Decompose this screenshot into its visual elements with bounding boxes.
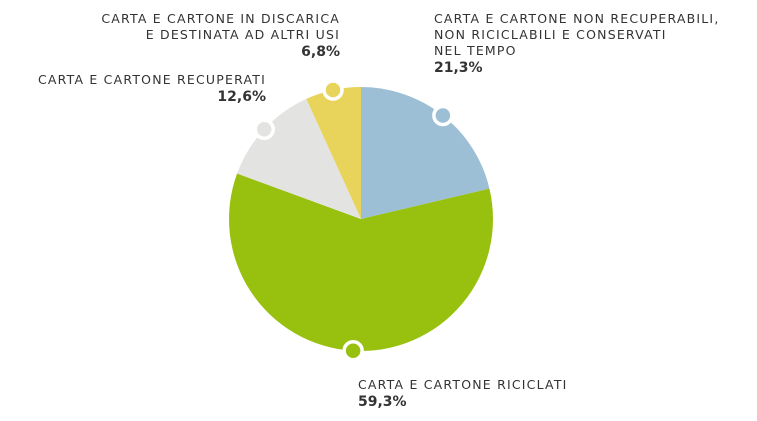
value-label: 59,3% [358, 394, 407, 410]
slice-marker [322, 79, 344, 101]
slice-label: CARTA E CARTONE NON RECUPERABILI, NON RI… [434, 11, 720, 76]
value-label: 12,6% [217, 89, 266, 105]
slice-marker [342, 340, 364, 362]
slice-label: CARTA E CARTONE RICICLATI 59,3% [358, 377, 568, 410]
category-label: CARTA E CARTONE RICICLATI [358, 377, 568, 392]
slice-label: CARTA E CARTONE RECUPERATI 12,6% [38, 72, 266, 105]
pie-slice [228, 173, 493, 351]
pie-slice [306, 87, 361, 219]
value-label: 6,8% [301, 44, 340, 60]
slice-marker [253, 118, 275, 140]
value-label: 21,3% [434, 60, 483, 76]
pie-slice [361, 87, 490, 219]
slice-marker [432, 104, 454, 127]
slice-label: CARTA E CARTONE IN DISCARICA E DESTINATA… [101, 11, 340, 60]
category-label: CARTA E CARTONE NON RECUPERABILI, NON RI… [434, 11, 720, 58]
category-label: CARTA E CARTONE IN DISCARICA E DESTINATA… [101, 11, 340, 42]
category-label: CARTA E CARTONE RECUPERATI [37, 72, 266, 87]
